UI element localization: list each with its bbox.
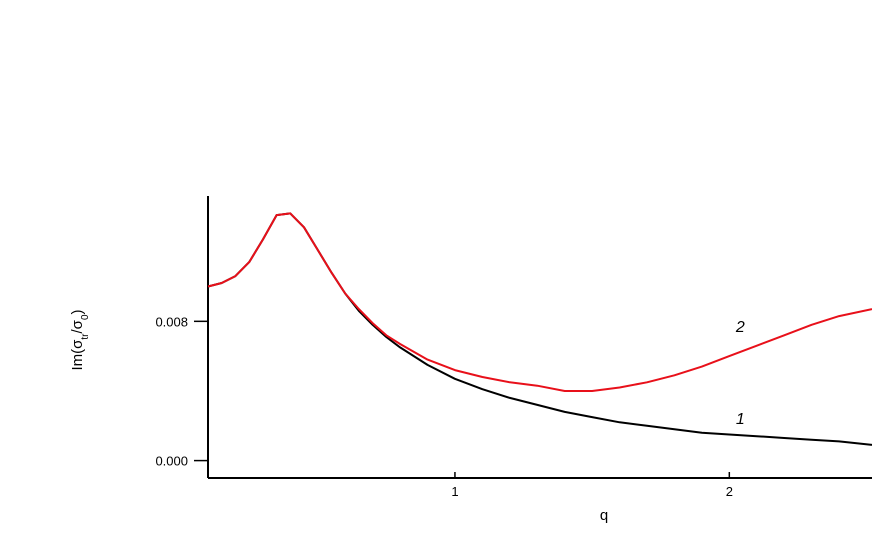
y-axis-title: Im(σtr/σ0) (69, 309, 91, 370)
axes (207, 196, 872, 479)
y-tick-label: 0.008 (155, 314, 188, 329)
series-label-2: 2 (735, 319, 745, 336)
series-line-2 (207, 212, 872, 392)
series-label-1: 1 (736, 411, 745, 428)
curve-labels: 12 (735, 319, 745, 428)
y-tick-label: 0.000 (155, 454, 188, 469)
series-line-1 (207, 212, 872, 446)
series-group (207, 212, 872, 446)
ticks: 1 2 0.000 0.008 (155, 314, 732, 499)
x-axis-title: q (600, 507, 608, 524)
x-tick-label: 2 (726, 484, 733, 499)
x-tick-label: 1 (451, 484, 458, 499)
